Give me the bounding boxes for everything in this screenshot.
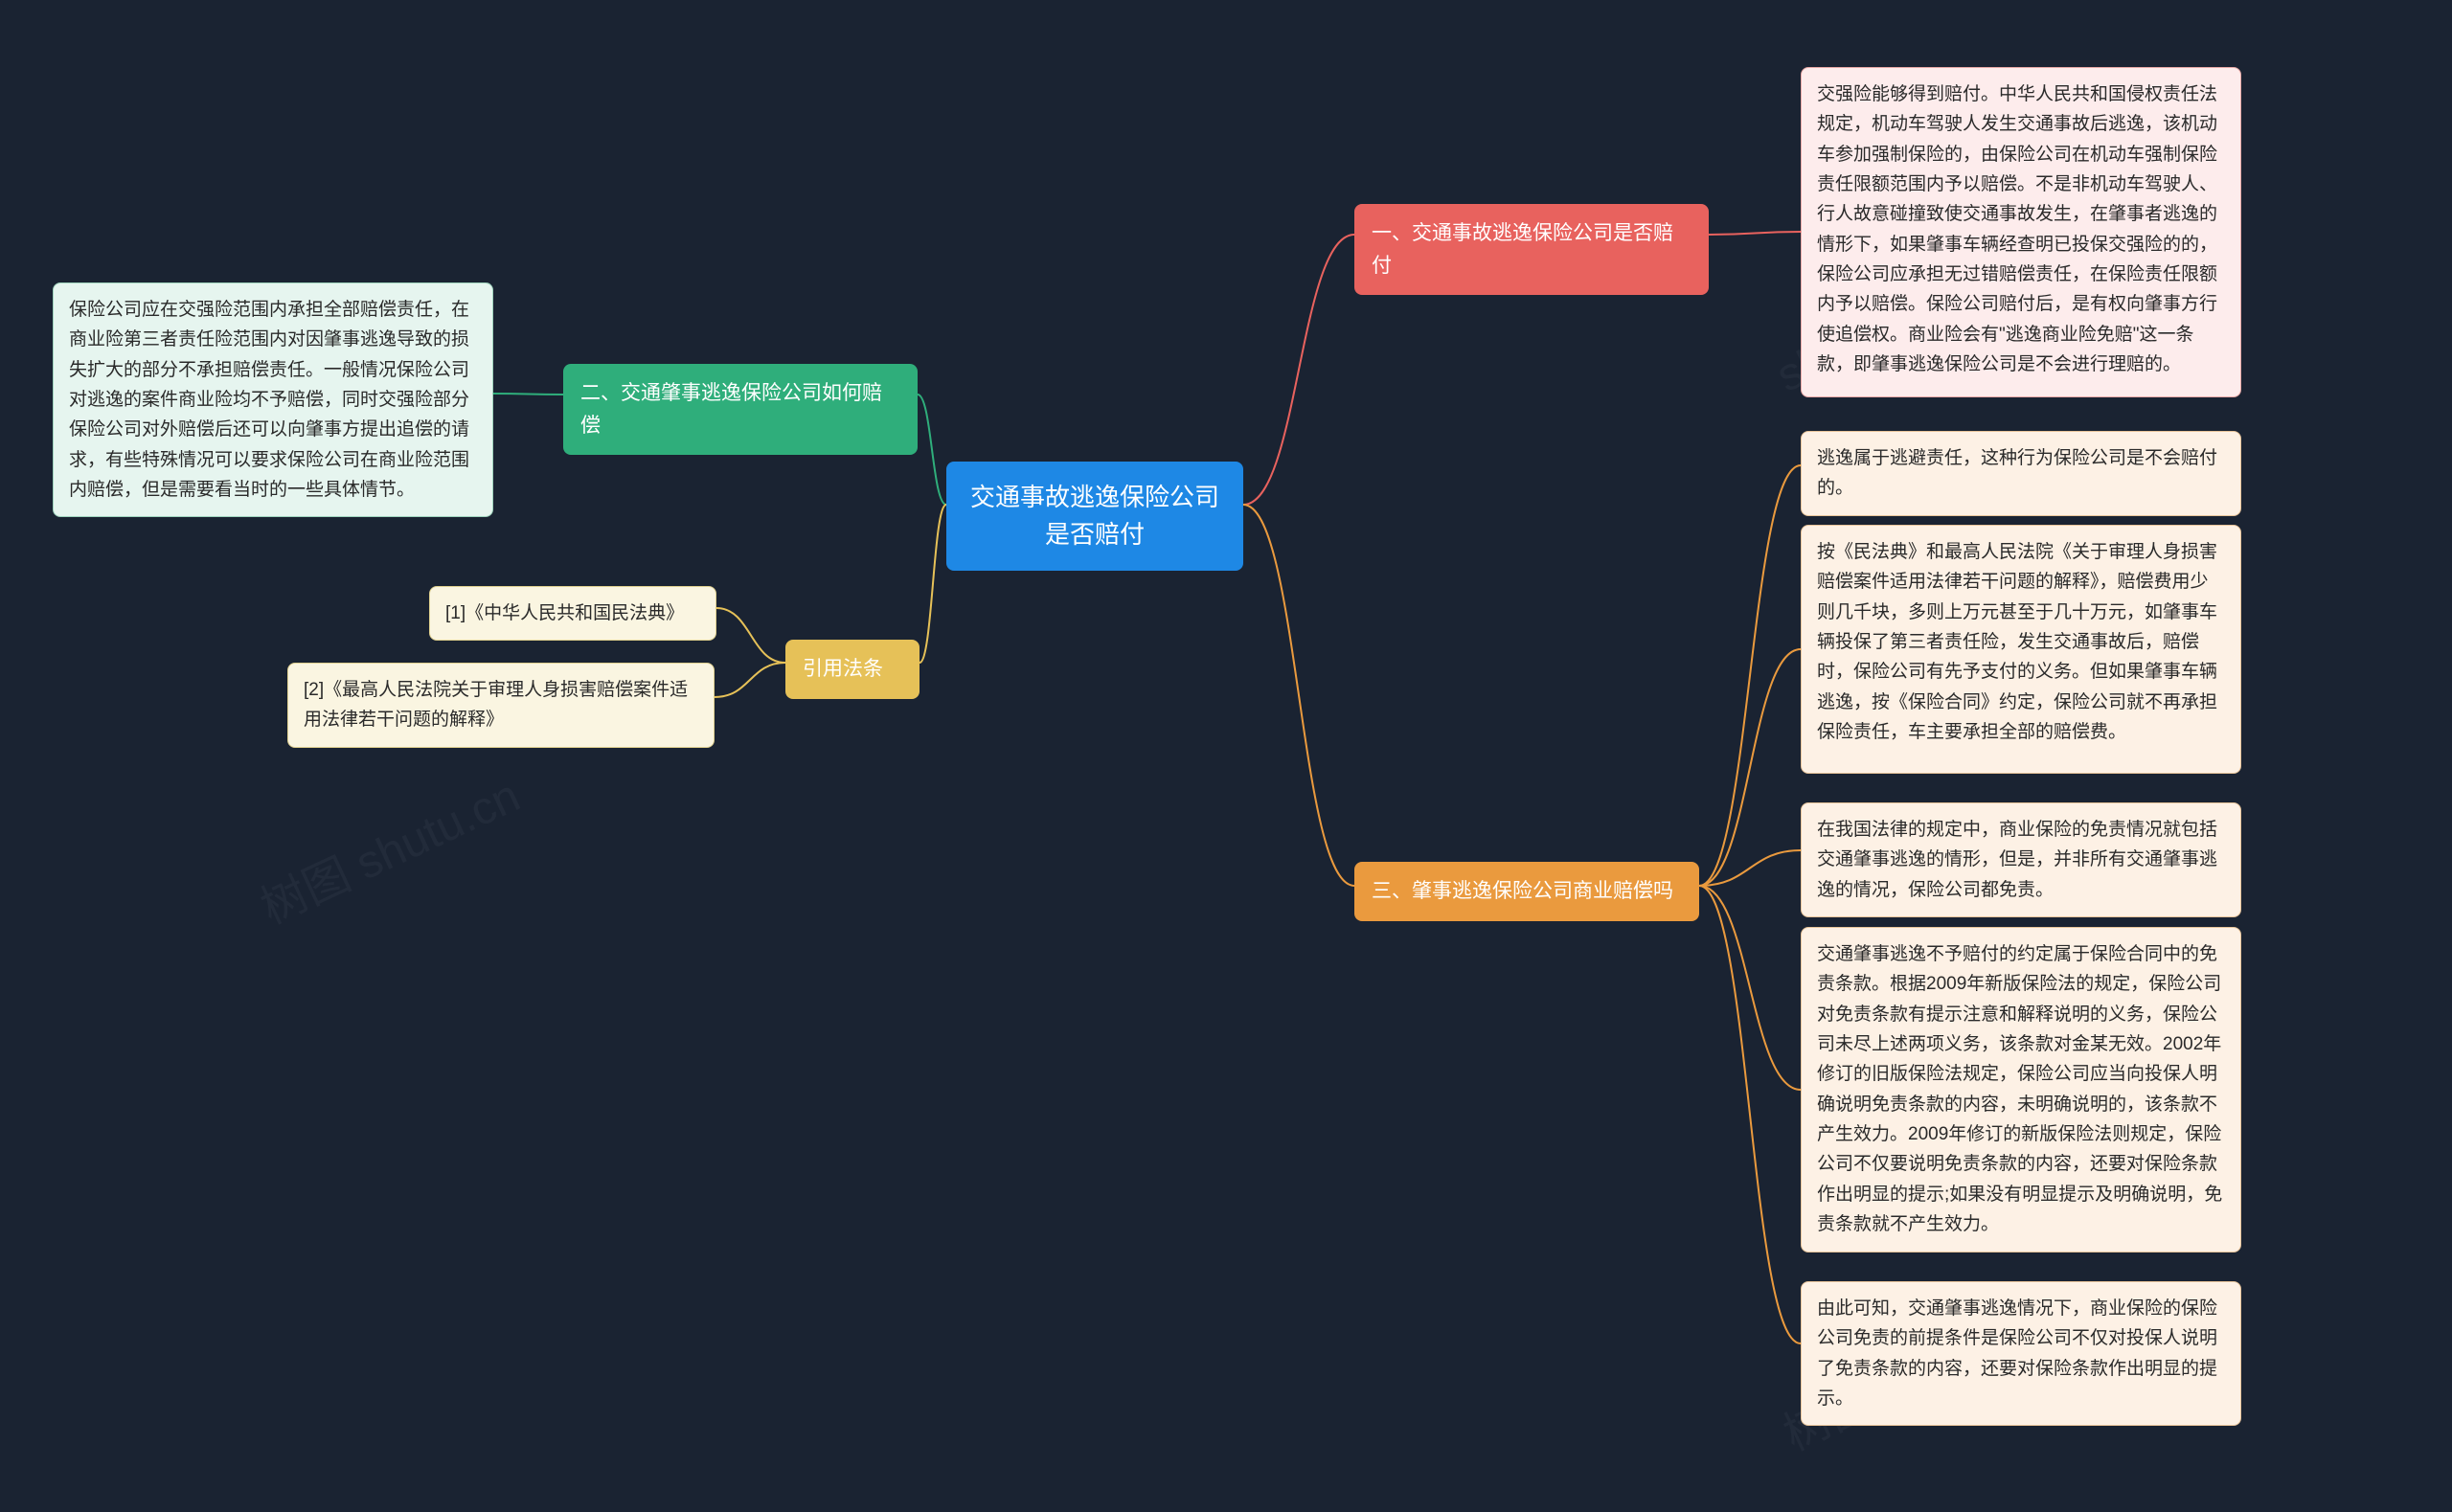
- leaf-node: [1]《中华人民共和国民法典》: [429, 586, 716, 641]
- branch-node-b1: 一、交通事故逃逸保险公司是否赔付: [1354, 204, 1709, 295]
- branch-node-b2: 二、交通肇事逃逸保险公司如何赔偿: [563, 364, 918, 455]
- connector: [1699, 465, 1801, 886]
- connector: [920, 505, 946, 663]
- leaf-node: 由此可知，交通肇事逃逸情况下，商业保险的保险公司免责的前提条件是保险公司不仅对投…: [1801, 1281, 2241, 1426]
- leaf-node: 保险公司应在交强险范围内承担全部赔偿责任，在商业险第三者责任险范围内对因肇事逃逸…: [53, 282, 493, 517]
- watermark: 树图 shutu.cn: [248, 758, 529, 937]
- connector: [1699, 886, 1801, 1343]
- leaf-node: 交通肇事逃逸不予赔付的约定属于保险合同中的免责条款。根据2009年新版保险法的规…: [1801, 927, 2241, 1252]
- leaf-node: [2]《最高人民法院关于审理人身损害赔偿案件适用法律若干问题的解释》: [287, 663, 715, 748]
- connector: [1709, 232, 1801, 235]
- connector: [1699, 886, 1801, 1090]
- connector: [918, 395, 946, 505]
- leaf-node: 按《民法典》和最高人民法院《关于审理人身损害赔偿案件适用法律若干问题的解释》，赔…: [1801, 525, 2241, 774]
- connector: [1243, 505, 1354, 886]
- root-node: 交通事故逃逸保险公司是否赔付: [946, 462, 1243, 571]
- branch-node-b4: 引用法条: [785, 640, 920, 699]
- leaf-node: 交强险能够得到赔付。中华人民共和国侵权责任法规定，机动车驾驶人发生交通事故后逃逸…: [1801, 67, 2241, 397]
- connector: [1243, 235, 1354, 505]
- leaf-node: 在我国法律的规定中，商业保险的免责情况就包括交通肇事逃逸的情形，但是，并非所有交…: [1801, 802, 2241, 917]
- connector: [493, 394, 563, 395]
- branch-node-b3: 三、肇事逃逸保险公司商业赔偿吗: [1354, 862, 1699, 921]
- leaf-node: 逃逸属于逃避责任，这种行为保险公司是不会赔付的。: [1801, 431, 2241, 516]
- connector: [716, 608, 785, 663]
- connector: [1699, 850, 1801, 886]
- connector: [715, 663, 785, 697]
- connector: [1699, 649, 1801, 886]
